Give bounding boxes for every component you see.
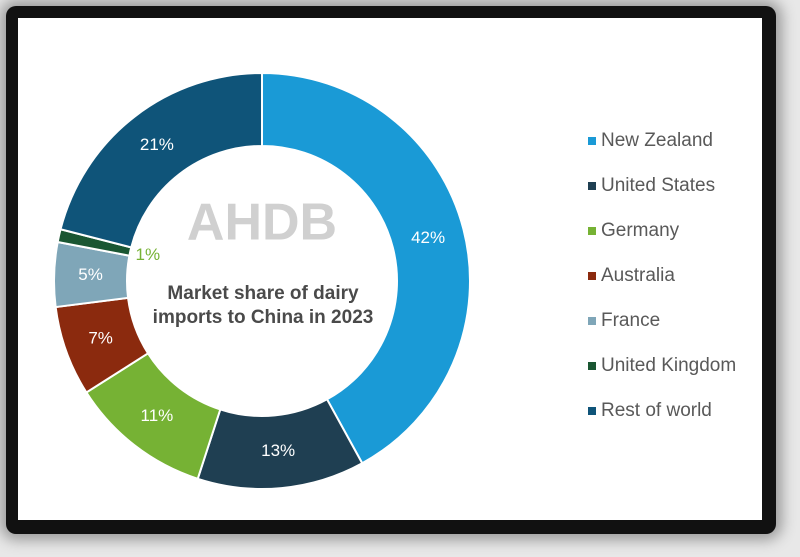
- legend-label: United Kingdom: [601, 355, 736, 376]
- legend-swatch: [588, 362, 596, 370]
- legend-label: New Zealand: [601, 130, 713, 151]
- legend-swatch: [588, 407, 596, 415]
- data-label: 1%: [136, 245, 161, 264]
- legend-swatch: [588, 227, 596, 235]
- logo: AHDB: [187, 194, 337, 252]
- legend-label: Australia: [601, 265, 675, 286]
- data-label: 5%: [78, 265, 103, 284]
- legend-swatch: [588, 182, 596, 190]
- slice: [59, 71, 263, 249]
- legend-swatch: [588, 317, 596, 325]
- data-label: 13%: [261, 441, 295, 460]
- data-label: 21%: [140, 135, 174, 154]
- legend-label: Rest of world: [601, 400, 712, 421]
- legend-swatch: [588, 137, 596, 145]
- legend-swatch: [588, 272, 596, 280]
- legend-label: United States: [601, 175, 715, 196]
- data-label: 11%: [141, 406, 174, 425]
- legend-label: France: [601, 310, 660, 331]
- data-label: 7%: [88, 329, 113, 348]
- slice: [261, 71, 471, 465]
- chart-title: Market share of dairy imports to China i…: [152, 283, 374, 328]
- data-label: 42%: [411, 228, 445, 247]
- legend-label: Germany: [601, 220, 680, 241]
